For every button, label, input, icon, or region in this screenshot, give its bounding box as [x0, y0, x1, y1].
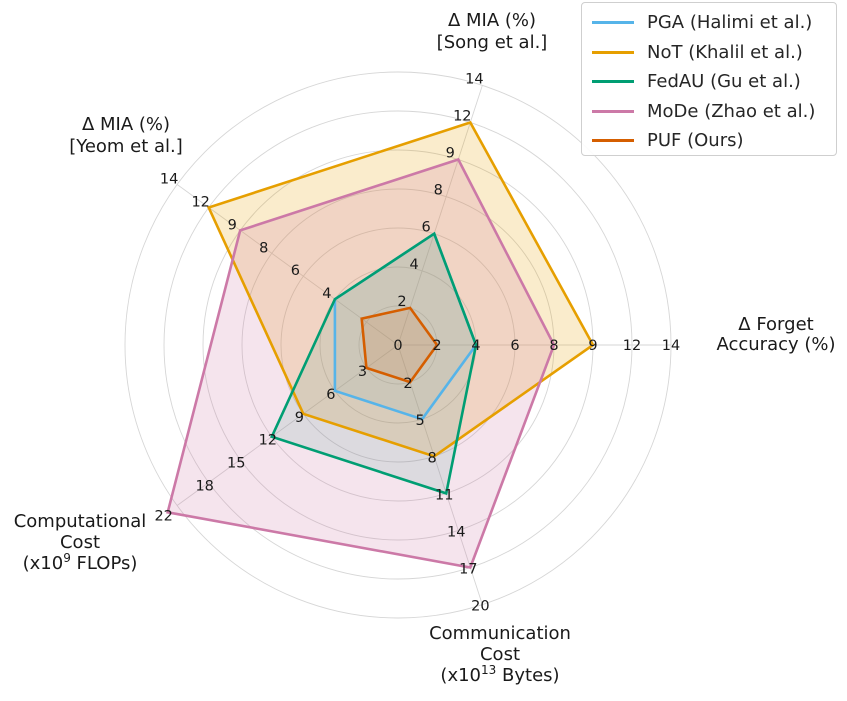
tick-label: 8 — [549, 338, 558, 354]
series-line-mode — [166, 157, 556, 569]
axis-label-mia_yeom: [Yeom et al.] — [69, 136, 183, 157]
grid-spoke — [397, 344, 483, 605]
axis-label-mia_song: [Song et al.] — [437, 32, 548, 53]
tick-label: 22 — [154, 508, 172, 524]
axis-label-comp_cost: Computational — [14, 511, 147, 532]
axis-label-comm_cost: (x1013 Bytes) — [440, 663, 559, 686]
series-area-not — [208, 122, 593, 457]
tick-label: 9 — [446, 146, 455, 162]
series-line-fedau — [270, 231, 478, 496]
legend-item-fedau: FedAU (Gu et al.) — [592, 67, 836, 97]
axis-label-comp_cost: (x109 FLOPs) — [23, 551, 138, 574]
legend-swatch-pga — [592, 21, 634, 25]
legend-swatch-not — [592, 50, 634, 54]
tick-label: 20 — [471, 599, 489, 615]
legend-item-pga: PGA (Halimi et al.) — [592, 8, 836, 38]
tick-label: 0 — [393, 338, 402, 354]
series-area-pga — [334, 233, 476, 420]
tick-label: 3 — [358, 364, 367, 380]
tick-label: 18 — [195, 479, 213, 495]
tick-label: 12 — [453, 108, 471, 124]
tick-label: 2 — [403, 376, 412, 392]
tick-label: 11 — [435, 487, 453, 503]
axis-label-mia_yeom: Δ MIA (%) — [82, 114, 170, 135]
series-lines — [166, 120, 595, 569]
legend-item-puf: PUF (Ours) — [592, 126, 836, 156]
legend-label-mode: MoDe (Zhao et al.) — [647, 100, 816, 122]
legend: PGA (Halimi et al.) NoT (Khalil et al.) … — [581, 2, 837, 156]
tick-label: 9 — [588, 338, 597, 354]
series-line-not — [206, 120, 595, 458]
tick-label: 15 — [227, 456, 245, 472]
tick-label: 14 — [662, 338, 680, 354]
legend-item-mode: MoDe (Zhao et al.) — [592, 97, 836, 127]
legend-label-fedau: FedAU (Gu et al.) — [647, 71, 801, 93]
tick-label: 14 — [447, 524, 465, 540]
tick-label: 6 — [326, 387, 335, 403]
tick-label: 12 — [259, 433, 277, 449]
tick-label: 6 — [291, 263, 300, 279]
tick-label: 8 — [434, 183, 443, 199]
tick-label: 14 — [465, 71, 483, 87]
tick-label: 8 — [428, 450, 437, 466]
legend-swatch-mode — [592, 109, 634, 113]
grid-spoke — [176, 344, 399, 506]
tick-label: 9 — [228, 217, 237, 233]
axis-label-comp_cost: Cost — [60, 532, 100, 553]
tick-labels: 0 2 4 6 8 9 12 14246891214468912143691215182225… — [154, 71, 680, 614]
tick-label: 5 — [415, 413, 424, 429]
series-area-fedau — [271, 233, 476, 494]
axis-label-forget_acc: Accuracy (%) — [716, 334, 835, 355]
series-line-puf — [360, 306, 439, 384]
tick-label: 2 — [397, 294, 406, 310]
tick-label: 12 — [191, 194, 209, 210]
series-area-puf — [361, 307, 437, 383]
legend-label-not: NoT (Khalil et al.) — [647, 41, 803, 63]
tick-label: 4 — [322, 286, 331, 302]
legend-swatch-fedau — [592, 80, 634, 84]
tick-label: 8 — [259, 240, 268, 256]
tick-label: 12 — [623, 338, 641, 354]
axis-label-forget_acc: Δ Forget — [738, 314, 813, 335]
tick-label: 6 — [510, 338, 519, 354]
legend-label-puf: PUF (Ours) — [647, 130, 744, 152]
legend-item-not: NoT (Khalil et al.) — [592, 38, 836, 68]
axis-label-comm_cost: Cost — [480, 644, 520, 665]
legend-label-pga: PGA (Halimi et al.) — [647, 12, 813, 34]
series-fills — [167, 122, 593, 568]
legend-swatch-puf — [592, 139, 634, 143]
tick-label: 9 — [295, 410, 304, 426]
tick-label: 4 — [409, 257, 418, 273]
grid-spoke — [397, 85, 483, 346]
tick-label: 17 — [459, 562, 477, 578]
axis-label-comm_cost: Communication — [429, 623, 571, 644]
tick-label: 4 — [471, 338, 480, 354]
tick-label: 14 — [160, 172, 178, 188]
axis-label-mia_song: Δ MIA (%) — [448, 10, 536, 31]
tick-label: 2 — [432, 338, 441, 354]
tick-label: 6 — [422, 220, 431, 236]
series-area-mode — [167, 159, 554, 568]
